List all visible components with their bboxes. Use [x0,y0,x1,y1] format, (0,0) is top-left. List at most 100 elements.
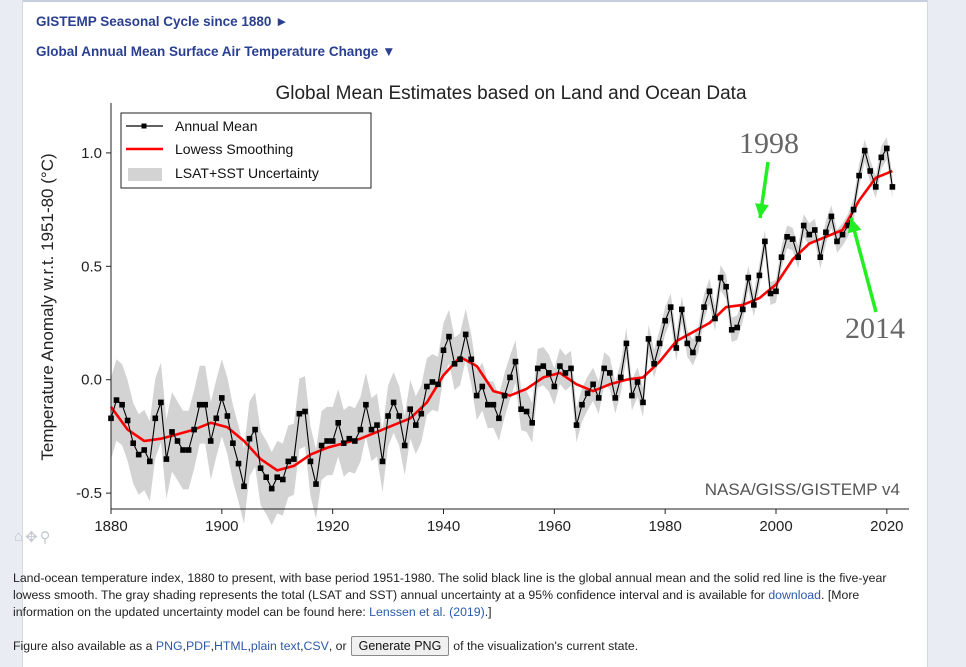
annual-mean-point [280,476,286,483]
download-link[interactable]: download [768,588,821,602]
legend-mean-marker [141,123,147,129]
annual-mean-point [734,324,740,331]
footer-or: or [335,639,347,653]
annual-mean-point [523,408,530,415]
annual-mean-point [113,397,120,403]
y-tick-label: 0.5 [81,258,102,275]
home-icon[interactable]: ⌂ [14,528,24,545]
annual-mean-point [213,415,220,422]
annual-mean-point [152,415,159,422]
zoom-icon[interactable]: ⚲ [39,529,51,546]
top-divider [23,0,927,2]
annual-mean-point [712,315,718,322]
annotation-layer: 1998 2014 [739,127,905,345]
annotation-2014-label: 2014 [845,312,905,345]
annual-mean-point [656,340,663,347]
annual-mean-point [496,415,502,422]
annual-mean-point [795,254,801,260]
png-link[interactable]: PNG [155,639,183,653]
annual-mean-point [263,474,269,480]
footer-suffix: of the visualization's current state. [453,639,639,653]
pan-icon[interactable]: ✥ [25,529,38,546]
annual-mean-point [468,356,474,363]
x-tick-label: 1880 [94,518,127,535]
annual-mean-point [784,234,790,240]
annual-mean-point [147,458,153,465]
chart-title: Global Mean Estimates based on Land and … [275,83,747,104]
annual-mean-point [751,302,757,308]
annual-mean-point [196,401,203,408]
annual-mean-point [501,392,508,399]
pdf-link[interactable]: PDF [185,639,211,653]
annual-mean-point [529,420,535,426]
annual-mean-point [645,336,652,342]
annual-mean-point [690,349,696,356]
annual-mean-point [601,365,607,372]
annual-mean-point [124,417,131,424]
annual-mean-point [568,365,574,372]
annual-mean-point [379,458,386,465]
annual-mean-point [130,440,136,446]
annual-mean-point [451,361,458,367]
annual-mean-point [296,410,303,417]
annual-mean-point [856,172,862,179]
annual-mean-point [274,474,280,480]
annual-mean-point [551,383,558,390]
annual-mean-point [219,395,225,401]
sep: , [300,639,304,653]
annual-mean-line [110,146,893,490]
annual-mean-point [828,213,835,220]
annual-mean-point [662,317,668,324]
annual-mean-point [202,401,208,408]
figure-description: Land-ocean temperature index, 1880 to pr… [13,570,893,621]
annual-mean-point [562,370,569,376]
annual-mean-point [850,206,857,213]
annual-mean-point [651,361,657,367]
html-link[interactable]: HTML [213,639,248,653]
annual-mean-point [346,435,353,442]
annual-mean-point [756,272,763,279]
annual-mean-point [174,438,181,444]
annual-mean-point [845,222,851,229]
annual-mean-point [163,456,170,462]
annual-mean-point [640,399,646,406]
plain-text-link[interactable]: plain text [250,639,301,653]
csv-link[interactable]: CSV [303,639,329,653]
annual-mean-link[interactable]: Global Annual Mean Surface Air Temperatu… [36,44,396,59]
annual-mean-point [368,426,375,433]
annual-mean-point [340,440,347,446]
annual-mean-point [812,227,818,233]
annual-mean-point [767,290,774,297]
legend-mean-label: Annual Mean [175,118,258,134]
annual-mean-point [623,340,630,347]
annual-mean-point [762,238,768,245]
temperature-chart: Global Mean Estimates based on Land and … [38,83,909,535]
lenssen-link[interactable]: Lenssen et al. (2019) [369,605,485,619]
annual-mean-point [534,365,541,372]
annual-mean-point [490,401,497,408]
annual-mean-point [329,438,336,444]
annual-mean-point [235,460,242,467]
annual-mean-point [424,383,430,390]
annual-mean-point [706,288,713,295]
annual-mean-point [884,145,890,152]
annotation-1998-label: 1998 [739,127,799,160]
annual-mean-point [673,345,680,351]
annual-mean-point [291,456,297,462]
annual-mean-point [512,358,519,365]
uncertainty-band-layer [111,137,893,526]
annual-mean-point [429,379,436,385]
annual-mean-point [462,331,469,338]
annual-mean-point [390,399,397,406]
annual-mean-point [507,374,513,381]
annual-mean-point [230,440,236,446]
arrow-2014-shaft [849,217,878,313]
annual-mean-point [518,406,524,412]
seasonal-cycle-link[interactable]: GISTEMP Seasonal Cycle since 1880 ► [36,14,289,29]
footer-prefix: Figure also available as a [13,639,153,653]
annual-mean-point [667,304,674,310]
generate-png-button[interactable]: Generate PNG [350,636,450,656]
annual-mean-point [363,401,369,408]
annual-mean-point [324,438,330,444]
annual-mean-point [396,413,402,419]
